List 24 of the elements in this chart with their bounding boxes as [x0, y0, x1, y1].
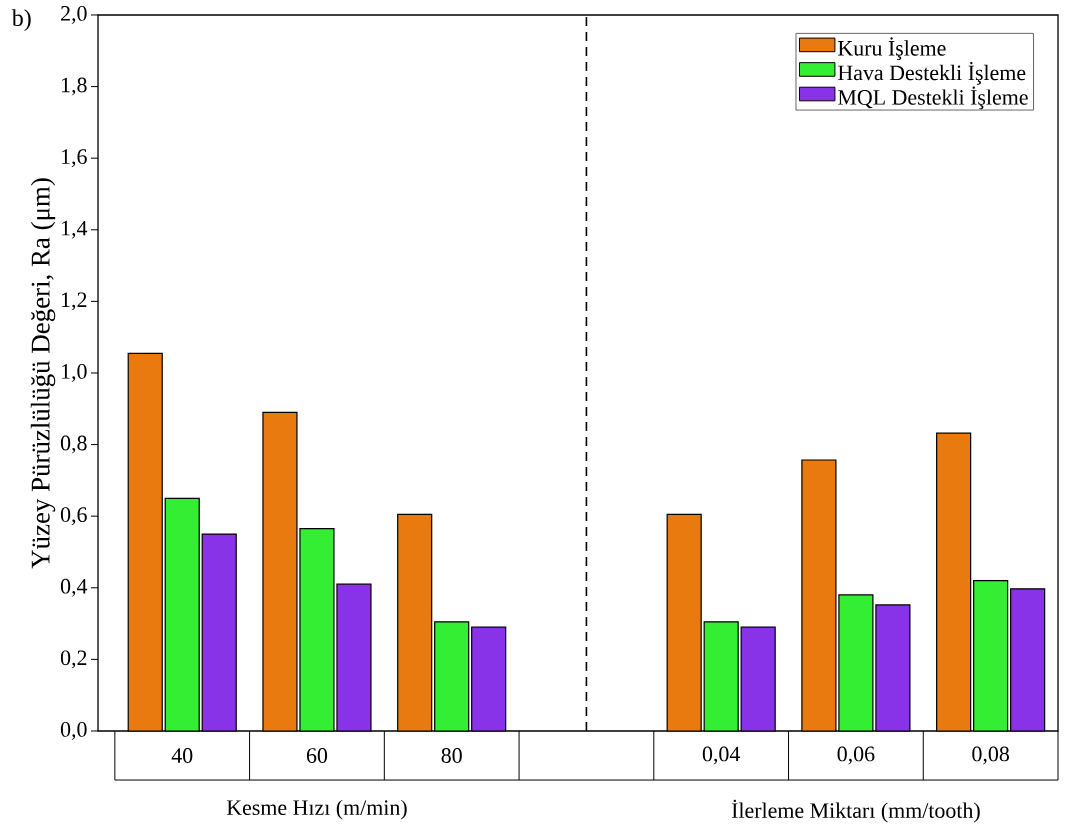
- text: İlerleme Miktarı (mm/tooth): [731, 799, 980, 823]
- x-axis-title: Kesme Hızı (m/min): [226, 799, 407, 820]
- x-tick-label: 40: [171, 748, 193, 763]
- x-tick-label: 80: [441, 748, 462, 763]
- chart-title: b): [11, 9, 31, 31]
- y-tick-label: 0,4: [60, 578, 88, 597]
- x-tick-label: 0,06: [837, 746, 875, 765]
- y-tick-label: 1,4: [62, 220, 88, 239]
- y-tick-label: 1,0: [62, 364, 87, 382]
- y-tick-label: 0,0: [60, 722, 87, 740]
- x-tick-label: 60: [306, 748, 328, 763]
- y-tick-label: 1,6: [62, 149, 87, 168]
- y-axis-title: Yüzey Pürüzlülüğü Değeri, Ra (μm): [30, 178, 56, 569]
- legend-label: Hava Destekli İşleme: [838, 61, 1026, 85]
- x-tick-label: 0,08: [972, 746, 1009, 765]
- legend-label: MQL Destekli İşleme: [838, 86, 1028, 110]
- legend-label: Kuru İşleme: [838, 37, 946, 61]
- y-tick-label: 1,2: [62, 292, 87, 311]
- y-tick-label: 0,8: [60, 435, 87, 454]
- y-tick-label: 0,2: [60, 650, 87, 669]
- y-tick-label: 0,6: [60, 507, 87, 526]
- y-tick-label: 2,0: [61, 6, 87, 24]
- y-tick-label: 1,8: [62, 77, 87, 96]
- x-tick-label: 0,04: [702, 746, 741, 765]
